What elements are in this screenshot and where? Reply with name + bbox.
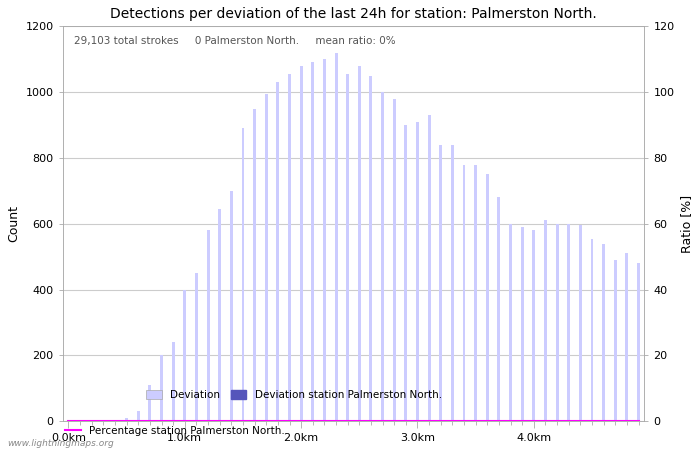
Bar — [241, 128, 244, 421]
Y-axis label: Ratio [%]: Ratio [%] — [680, 195, 693, 253]
Bar — [300, 66, 302, 421]
Bar — [567, 224, 570, 421]
Bar — [602, 243, 605, 421]
Bar — [206, 230, 209, 421]
Bar — [614, 260, 617, 421]
Bar — [265, 94, 267, 421]
Bar — [346, 74, 349, 421]
Bar — [591, 238, 594, 421]
Bar — [637, 263, 640, 421]
Bar — [148, 385, 151, 421]
Bar — [323, 59, 326, 421]
Bar — [67, 419, 70, 421]
Bar — [509, 224, 512, 421]
Bar — [136, 411, 140, 421]
Bar — [195, 273, 198, 421]
Bar — [102, 420, 105, 421]
Bar — [381, 92, 384, 421]
Bar — [498, 198, 500, 421]
Bar — [276, 82, 279, 421]
Bar — [253, 108, 256, 421]
Title: Detections per deviation of the last 24h for station: Palmerston North.: Detections per deviation of the last 24h… — [110, 7, 597, 21]
Bar — [312, 63, 314, 421]
Bar — [463, 165, 466, 421]
Y-axis label: Count: Count — [7, 205, 20, 242]
Bar — [428, 115, 430, 421]
Bar — [474, 165, 477, 421]
Legend: Deviation, Deviation station Palmerston North.: Deviation, Deviation station Palmerston … — [146, 390, 442, 400]
Bar — [486, 175, 489, 421]
Bar — [125, 418, 128, 421]
Text: www.lightningmaps.org: www.lightningmaps.org — [7, 439, 113, 448]
Legend: Percentage station Palmerston North.: Percentage station Palmerston North. — [65, 426, 285, 436]
Bar — [393, 99, 395, 421]
Bar — [370, 76, 372, 421]
Bar — [451, 145, 454, 421]
Bar — [533, 230, 536, 421]
Bar — [579, 225, 582, 421]
Bar — [160, 356, 163, 421]
Bar — [521, 227, 524, 421]
Bar — [405, 125, 407, 421]
Bar — [440, 145, 442, 421]
Bar — [218, 209, 221, 421]
Text: 29,103 total strokes     0 Palmerston North.     mean ratio: 0%: 29,103 total strokes 0 Palmerston North.… — [74, 36, 396, 46]
Bar — [625, 253, 629, 421]
Bar — [358, 66, 360, 421]
Bar — [556, 224, 559, 421]
Bar — [183, 290, 186, 421]
Bar — [172, 342, 174, 421]
Bar — [230, 191, 233, 421]
Bar — [113, 420, 116, 421]
Bar — [335, 53, 337, 421]
Bar — [544, 220, 547, 421]
Bar — [416, 122, 419, 421]
Bar — [288, 74, 291, 421]
